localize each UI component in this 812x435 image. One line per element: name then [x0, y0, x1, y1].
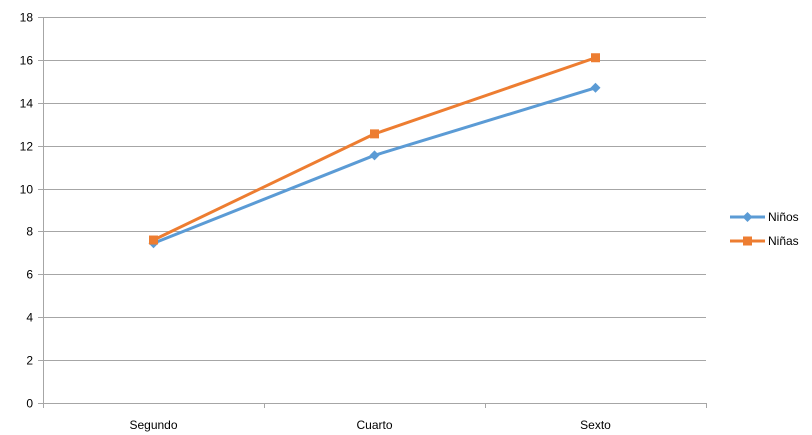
- data-point: [149, 235, 158, 245]
- y-tick-label: 12: [20, 140, 34, 154]
- x-tick-label: Sexto: [580, 418, 611, 432]
- legend-label: Niñas: [768, 234, 799, 248]
- y-tick-label: 14: [20, 97, 34, 111]
- data-point: [590, 82, 601, 93]
- y-axis-tick-labels: 0 2 4 6 8 10 12 14 16 18: [20, 11, 34, 411]
- y-tick-label: 18: [20, 11, 34, 25]
- x-tick-label: Segundo: [129, 418, 177, 432]
- gridlines: [43, 17, 706, 404]
- axes: [38, 17, 707, 408]
- legend-label: Niños: [768, 210, 799, 224]
- y-tick-label: 6: [26, 268, 33, 282]
- series-line: [152, 56, 596, 242]
- y-tick-label: 8: [26, 225, 33, 239]
- legend-marker: [743, 236, 752, 246]
- x-tick-label: Cuarto: [356, 418, 392, 432]
- series-line: [152, 86, 596, 245]
- y-tick-label: 16: [20, 54, 34, 68]
- data-point: [369, 150, 380, 161]
- series-lines: [148, 53, 601, 249]
- y-tick-label: 2: [26, 354, 33, 368]
- data-point: [370, 129, 379, 139]
- legend: Niños Niñas: [730, 210, 799, 248]
- y-tick-label: 4: [26, 311, 33, 325]
- data-point: [591, 53, 600, 63]
- y-tick-label: 10: [20, 183, 34, 197]
- y-tick-label: 0: [26, 397, 33, 411]
- x-axis-tick-labels: Segundo Cuarto Sexto: [129, 418, 611, 432]
- legend-marker: [742, 212, 753, 222]
